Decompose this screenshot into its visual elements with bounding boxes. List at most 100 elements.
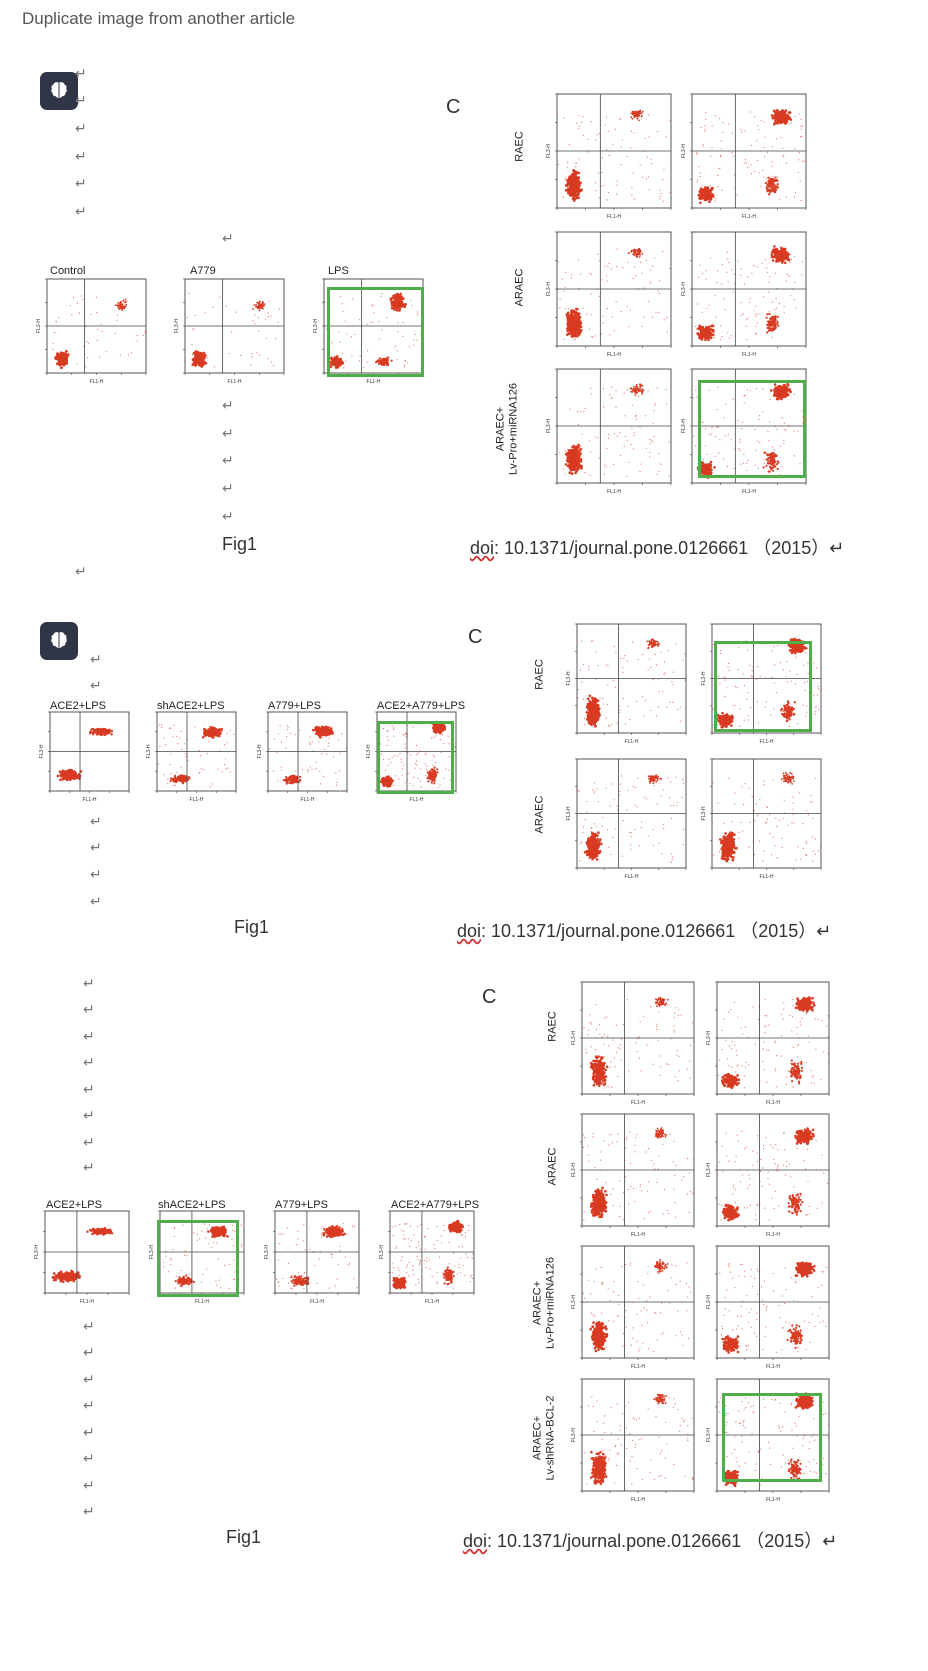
flow-plot: FL1-H FL3-H [570,978,698,1106]
x-axis-label: FL1-H [195,1299,209,1305]
x-axis-label: FL1-H [310,1299,324,1305]
paragraph-return-mark: ↵ [83,1028,95,1044]
flow-plot-control: FL1-H FL3-H [35,275,150,385]
row-label: RAEC [546,1011,559,1042]
flow-plot: FL1-H FL3-H [680,90,810,220]
paragraph-return-mark: ↵ [83,1344,95,1360]
figure-caption: Fig1 [222,534,258,554]
y-axis-label: FL3-H [546,282,552,296]
brain-badge-icon[interactable] [40,72,78,110]
paragraph-return-mark: ↵ [90,866,102,882]
x-axis-label: FL1-H [760,874,774,880]
x-axis-label: FL1-H [190,797,204,803]
flow-plot: FL1-H FL3-H [365,708,460,803]
panel-title: ACE2+LPS [46,1199,102,1211]
y-axis-label: FL3-H [701,671,707,685]
panel-label-c: C [446,96,461,118]
paragraph-return-mark: ↵ [75,175,87,191]
paragraph-return-mark: ↵ [83,1159,95,1175]
x-axis-label: FL1-H [766,1232,780,1238]
flow-plot: FL1-H FL3-H [148,1207,248,1305]
y-axis-label: FL3-H [34,1245,40,1259]
paragraph-return-mark: ↵ [75,563,87,579]
y-axis-label: FL3-H [146,744,152,758]
paragraph-return-mark: ↵ [90,839,102,855]
x-axis-label: FL1-H [367,379,381,385]
paragraph-return-mark: ↵ [83,1477,95,1493]
flow-plot: FL1-H FL3-H [570,1375,698,1503]
y-axis-label: FL3-H [706,1163,712,1177]
y-axis-label: FL3-H [571,1428,577,1442]
flow-plot: FL1-H FL3-H [565,620,690,745]
paragraph-return-mark: ↵ [90,893,102,909]
flow-plot: FL1-H FL3-H [705,1242,833,1370]
paragraph-return-mark: ↵ [222,508,234,524]
doi-text: : 10.1371/journal.pone.0126661 （2015）↵ [487,1531,838,1551]
panel-title: ACE2+A779+LPS [391,1199,480,1211]
y-axis-label: FL3-H [681,144,687,158]
panel-label-c: C [468,626,483,648]
y-axis-label: FL3-H [571,1031,577,1045]
x-axis-label: FL1-H [301,797,315,803]
y-axis-label: FL3-H [149,1245,155,1259]
x-axis-label: FL1-H [607,214,621,220]
x-axis-label: FL1-H [607,489,621,495]
x-axis-label: FL1-H [410,797,424,803]
paragraph-return-mark: ↵ [83,1371,95,1387]
row-label: ARAEC+ Lv-Pro+miRNA126 [531,1257,557,1350]
paragraph-return-mark: ↵ [83,1054,95,1070]
panel-title: shACE2+LPS [158,1199,226,1211]
paragraph-return-mark: ↵ [222,397,234,413]
y-axis-label: FL3-H [174,319,180,333]
row-label: RAEC [513,131,526,162]
panel-title: ACE2+LPS [50,700,106,712]
row-label: ARAEC+ Lv-shRNA-BCL-2 [531,1395,557,1481]
flow-plot: FL1-H FL3-H [263,1207,363,1305]
paragraph-return-mark: ↵ [90,651,102,667]
brain-badge-icon[interactable] [40,622,78,660]
panel-title: Control [50,265,86,277]
y-axis-label: FL3-H [566,806,572,820]
figure-caption: Fig1 [234,917,270,937]
row-label: ARAEC [513,268,526,307]
highlight-box [722,1393,822,1482]
x-axis-label: FL1-H [228,379,242,385]
flow-plot: FL1-H FL3-H [545,228,675,358]
paragraph-return-mark: ↵ [90,813,102,829]
flow-plot: FL1-H FL3-H [570,1110,698,1238]
y-axis-label: FL3-H [546,144,552,158]
flow-plot-lps: FL1-H FL3-H [312,275,427,385]
paragraph-return-mark: ↵ [83,975,95,991]
x-axis-label: FL1-H [425,1299,439,1305]
paragraph-return-mark: ↵ [83,1134,95,1150]
x-axis-label: FL1-H [742,214,756,220]
y-axis-label: FL3-H [379,1245,385,1259]
paragraph-return-mark: ↵ [83,1424,95,1440]
flow-plot: FL1-H FL3-H [700,755,825,880]
flow-plot: FL1-H FL3-H [705,1375,833,1503]
x-axis-label: FL1-H [631,1497,645,1503]
x-axis-label: FL1-H [766,1100,780,1106]
row-label: ARAEC [546,1147,559,1186]
panel-title: A779 [190,265,216,277]
x-axis-label: FL1-H [631,1364,645,1370]
row-label: ARAEC [533,795,546,834]
y-axis-label: FL3-H [366,744,372,758]
y-axis-label: FL3-H [681,419,687,433]
flow-plot: FL1-H FL3-H [545,365,675,495]
flow-plot: FL1-H FL3-H [145,708,240,803]
paragraph-return-mark: ↵ [222,230,234,246]
y-axis-label: FL3-H [701,806,707,820]
paragraph-return-mark: ↵ [83,1450,95,1466]
panel-title: A779+LPS [268,700,321,712]
flow-plot: FL1-H FL3-H [378,1207,478,1305]
y-axis-label: FL3-H [706,1031,712,1045]
panel-title: A779+LPS [275,1199,328,1211]
x-axis-label: FL1-H [80,1299,94,1305]
paragraph-return-mark: ↵ [222,452,234,468]
y-axis-label: FL3-H [566,671,572,685]
flow-plot: FL1-H FL3-H [705,1110,833,1238]
paragraph-return-mark: ↵ [75,148,87,164]
row-label: ARAEC+ Lv-Pro+miRNA126 [494,383,520,476]
flow-plot: FL1-H FL3-H [256,708,351,803]
